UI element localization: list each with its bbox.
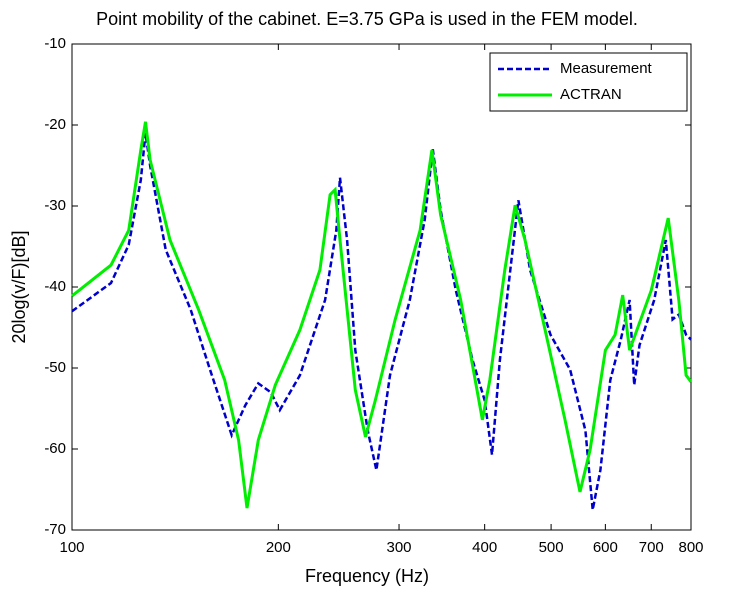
x-tick-label: 200 <box>266 539 291 556</box>
y-tick-label: -20 <box>44 116 66 133</box>
y-tick-label: -10 <box>44 35 66 52</box>
y-tick-label: -50 <box>44 359 66 376</box>
series-line <box>71 132 692 511</box>
x-tick-label: 100 <box>59 539 84 556</box>
y-tick-label: -30 <box>44 197 66 214</box>
series-line <box>71 121 693 509</box>
x-tick-label: 400 <box>472 539 497 556</box>
chart-title: Point mobility of the cabinet. E=3.75 GP… <box>96 9 638 29</box>
legend-label: ACTRAN <box>560 86 622 103</box>
plot-area <box>71 43 692 531</box>
legend-label: Measurement <box>560 60 653 77</box>
y-tick-label: -60 <box>44 440 66 457</box>
y-tick-label: -40 <box>44 278 66 295</box>
y-axis-label: 20log(v/F)[dB] <box>9 230 29 343</box>
x-axis-label: Frequency (Hz) <box>305 566 429 586</box>
x-tick-label: 600 <box>593 539 618 556</box>
x-tick-label: 500 <box>539 539 564 556</box>
x-tick-label: 700 <box>639 539 664 556</box>
x-tick-label: 800 <box>678 539 703 556</box>
y-tick-label: -70 <box>44 521 66 538</box>
legend <box>489 52 688 112</box>
x-tick-label: 300 <box>387 539 412 556</box>
